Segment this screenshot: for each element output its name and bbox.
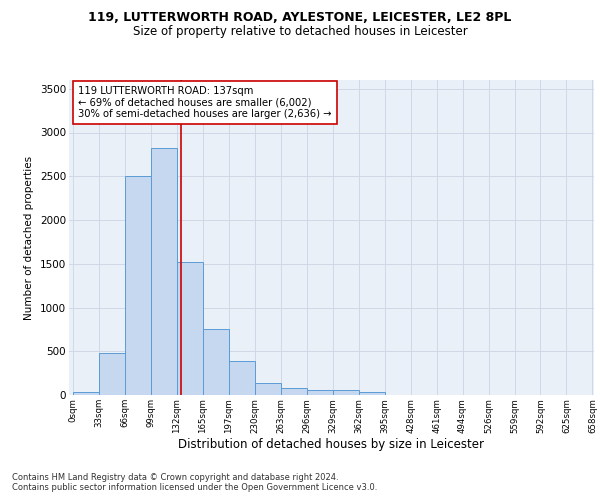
Text: Size of property relative to detached houses in Leicester: Size of property relative to detached ho…	[133, 25, 467, 38]
Bar	[307, 390, 332, 395]
Bar	[281, 388, 307, 395]
Y-axis label: Number of detached properties: Number of detached properties	[25, 156, 34, 320]
Bar	[229, 361, 254, 395]
Text: 119 LUTTERWORTH ROAD: 137sqm
← 69% of detached houses are smaller (6,002)
30% of: 119 LUTTERWORTH ROAD: 137sqm ← 69% of de…	[79, 86, 332, 120]
Bar	[359, 392, 385, 395]
Text: Contains HM Land Registry data © Crown copyright and database right 2024.: Contains HM Land Registry data © Crown c…	[12, 472, 338, 482]
Text: Contains public sector information licensed under the Open Government Licence v3: Contains public sector information licen…	[12, 484, 377, 492]
Bar	[177, 262, 203, 395]
Bar	[333, 390, 359, 395]
Bar	[203, 330, 229, 395]
Bar	[99, 353, 125, 395]
Bar	[255, 383, 281, 395]
Bar	[73, 392, 99, 395]
Bar	[151, 148, 177, 395]
Bar	[125, 176, 151, 395]
X-axis label: Distribution of detached houses by size in Leicester: Distribution of detached houses by size …	[179, 438, 485, 451]
Text: 119, LUTTERWORTH ROAD, AYLESTONE, LEICESTER, LE2 8PL: 119, LUTTERWORTH ROAD, AYLESTONE, LEICES…	[88, 11, 512, 24]
